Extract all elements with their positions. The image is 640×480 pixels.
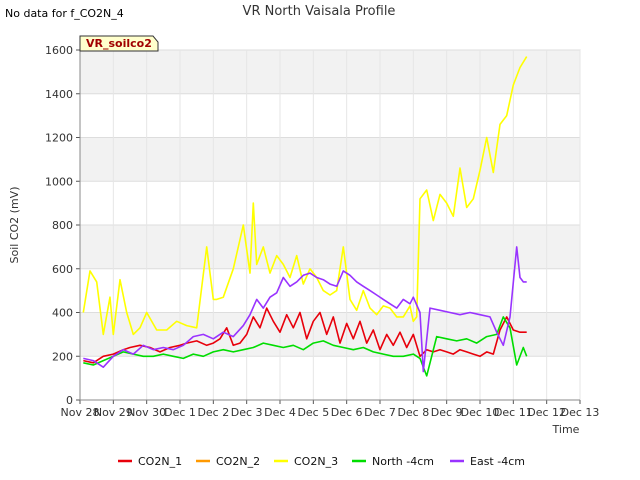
y-tick-label: 400 — [52, 307, 73, 320]
legend-label-co2n-1: CO2N_1 — [138, 455, 182, 468]
x-tick-label: Dec 4 — [264, 406, 296, 419]
y-axis-label: Soil CO2 (mV) — [8, 187, 21, 264]
series-line-co2n-1 — [83, 307, 527, 364]
legend-label-east-4cm: East -4cm — [470, 455, 525, 468]
series-line-east-4cm — [83, 246, 527, 373]
legend: CO2N_1 CO2N_2 CO2N_3 North -4cm East -4cm — [118, 455, 525, 468]
y-axis: 0 200 400 600 800 1000 1200 1400 1600 — [45, 44, 81, 407]
y-tick-label: 1600 — [45, 44, 73, 57]
series-lines — [82, 56, 528, 377]
x-tick-label: Dec 1 — [164, 406, 196, 419]
x-tick-label: Nov 28 — [61, 406, 100, 419]
x-tick-label: Dec 8 — [397, 406, 429, 419]
x-tick-label: Dec 10 — [461, 406, 500, 419]
x-axis-label: Time — [552, 423, 580, 436]
y-tick-label: 1000 — [45, 175, 73, 188]
x-tick-label: Dec 5 — [297, 406, 329, 419]
no-data-note: No data for f_CO2N_4 — [5, 7, 124, 20]
x-tick-label: Dec 9 — [431, 406, 463, 419]
x-tick-label: Dec 7 — [364, 406, 396, 419]
legend-label-north-4cm: North -4cm — [372, 455, 434, 468]
y-tick-label: 800 — [52, 219, 73, 232]
dataset-badge: VR_soilco2 — [79, 35, 159, 52]
chart-title: VR North Vaisala Profile — [243, 4, 396, 19]
x-tick-label: Dec 12 — [527, 406, 566, 419]
x-tick-label: Dec 6 — [331, 406, 363, 419]
grid-band — [80, 225, 580, 269]
x-tick-label: Dec 2 — [197, 406, 229, 419]
legend-label-co2n-3: CO2N_3 — [294, 455, 338, 468]
grid-band — [80, 137, 580, 182]
grid-lines — [79, 49, 581, 401]
x-tick-label: Nov 29 — [94, 406, 133, 419]
series-line-north-4cm — [83, 316, 528, 377]
grid-band — [80, 50, 580, 94]
x-tick-label: Dec 13 — [561, 406, 600, 419]
y-tick-label: 1200 — [45, 132, 73, 145]
y-tick-label: 200 — [52, 350, 73, 363]
y-tick-label: 600 — [52, 263, 73, 276]
y-tick-label: 0 — [66, 394, 73, 407]
dataset-badge-label: VR_soilco2 — [86, 37, 152, 50]
x-tick-label: Nov 30 — [127, 406, 166, 419]
x-tick-label: Dec 3 — [231, 406, 263, 419]
legend-label-co2n-2: CO2N_2 — [216, 455, 260, 468]
x-tick-label: Dec 11 — [494, 406, 533, 419]
plot-area — [79, 49, 581, 401]
y-tick-label: 1400 — [45, 88, 73, 101]
